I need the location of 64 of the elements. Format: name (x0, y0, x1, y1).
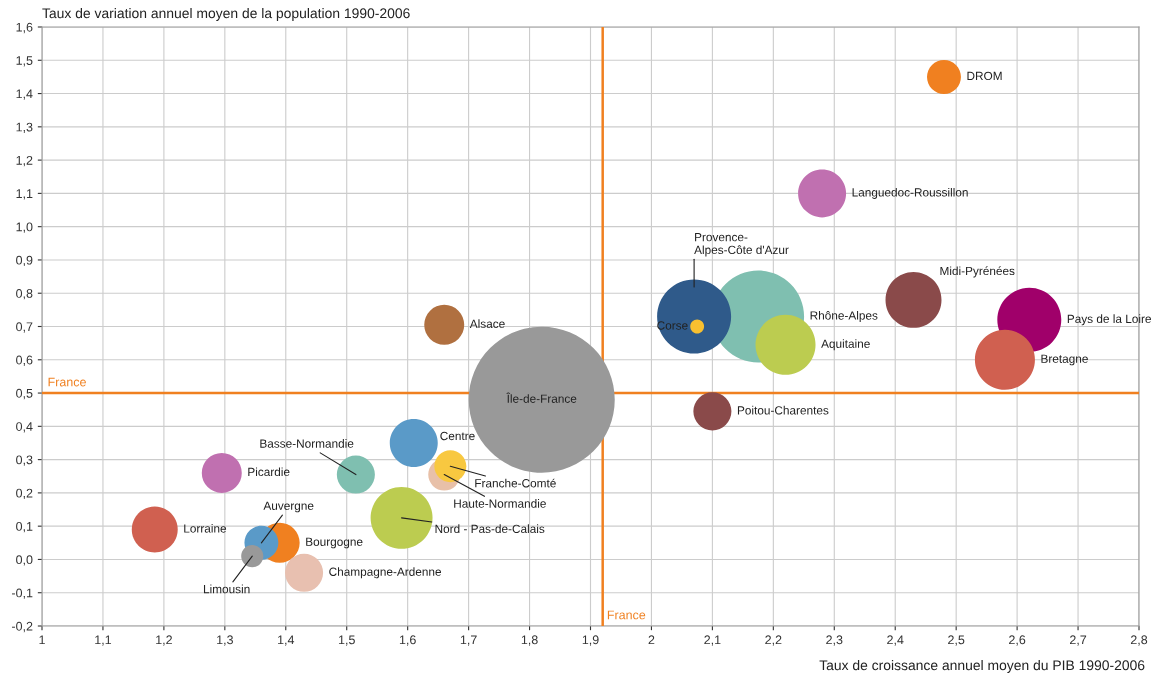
y-tick-label: 0,9 (16, 255, 33, 267)
x-tick-label: 1,7 (460, 635, 477, 646)
series-label: Picardie (248, 467, 290, 477)
y-tick-label: -0,1 (11, 588, 33, 599)
x-tick-label: 1,1 (95, 635, 112, 646)
x-axis-title: Taux de croissance annuel moyen du PIB 1990-2006 (819, 660, 1145, 673)
series-label: Poitou-Charentes (737, 405, 829, 415)
series-label: Lorraine (184, 523, 227, 533)
series-label: Midi-Pyrénées (940, 266, 1015, 278)
y-tick-label: 0,1 (16, 521, 33, 533)
x-tick-label: 2,5 (948, 635, 965, 646)
y-tick-label: 1,2 (16, 155, 33, 167)
x-tick-label: 1 (39, 635, 45, 645)
series-label: Alsace (469, 319, 505, 329)
y-tick-label: 1,4 (16, 89, 33, 100)
y-tick-label: 0,6 (16, 355, 33, 366)
ref-line-label: France (48, 377, 86, 387)
series-label: Nord - Pas-de-Calais (435, 524, 545, 534)
x-tick-label: 2,6 (1009, 635, 1026, 646)
x-tick-label: 1,6 (399, 635, 416, 646)
ref-line-label: France (607, 610, 646, 620)
series-label: Champagne-Ardenne (329, 567, 442, 579)
series-label: Provence- Alpes-Côte d'Azur (694, 233, 789, 257)
x-tick-label: 1,8 (521, 635, 538, 646)
y-tick-label: 0,0 (16, 555, 33, 566)
series-label: Franche-Comté (475, 478, 556, 488)
x-tick-label: 2,2 (765, 635, 782, 646)
y-tick-label: 0,3 (16, 455, 33, 466)
y-tick-label: -0,2 (11, 621, 33, 633)
series-label: Languedoc-Roussillon (852, 187, 968, 199)
y-tick-label: 0,4 (16, 422, 33, 433)
x-tick-label: 2,1 (704, 635, 721, 646)
x-tick-label: 2 (648, 635, 655, 645)
x-tick-label: 2,8 (1130, 635, 1148, 646)
series-label: Île-de-France (506, 392, 577, 403)
series-label: Auvergne (263, 501, 314, 513)
x-tick-label: 1,5 (338, 635, 355, 646)
series-label: Limousin (203, 584, 250, 594)
series-label: Centre (440, 431, 475, 441)
y-tick-label: 1,1 (16, 189, 33, 200)
x-tick-label: 2,3 (826, 635, 843, 646)
y-tick-label: 0,7 (16, 322, 33, 333)
series-label: Basse-Normandie (260, 439, 354, 448)
series-label: Bretagne (1041, 354, 1088, 366)
series-label: Aquitaine (821, 339, 870, 351)
y-tick-label: 1,6 (16, 22, 33, 34)
y-tick-label: 0,5 (16, 388, 33, 400)
series-label: DROM (967, 71, 1002, 81)
series-label: Haute-Normandie (454, 499, 546, 508)
y-tick-label: 1,3 (16, 122, 33, 133)
x-tick-label: 2,7 (1070, 635, 1087, 646)
y-tick-label: 1,5 (16, 56, 33, 67)
y-tick-label: 1,0 (16, 222, 33, 233)
x-tick-label: 1,4 (278, 635, 295, 646)
y-tick-label: 0,2 (16, 488, 33, 500)
y-tick-label: 0,8 (16, 289, 33, 300)
x-tick-label: 1,2 (156, 635, 172, 646)
y-axis-title: Taux de variation annuel moyen de la population 1990-2006 (42, 8, 410, 21)
series-label: Bourgogne (306, 537, 363, 549)
x-tick-label: 1,3 (217, 635, 233, 646)
x-tick-label: 2,4 (887, 635, 904, 646)
x-tick-label: 1,9 (582, 635, 599, 646)
series-label: Pays de la Loire (1067, 314, 1151, 326)
series-label: Rhône-Alpes (810, 310, 878, 323)
